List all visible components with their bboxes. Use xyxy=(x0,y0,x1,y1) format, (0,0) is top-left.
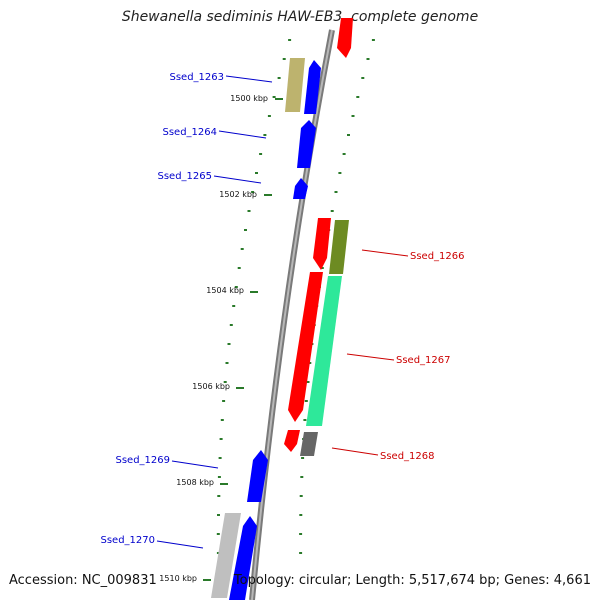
gene-arrow-reverse xyxy=(337,18,353,58)
cds-box xyxy=(285,58,305,112)
label-leader-line xyxy=(218,130,267,139)
gene-arrow-forward xyxy=(297,120,316,168)
gene-label-ssed-1266: Ssed_1266 xyxy=(410,251,465,262)
cds-box xyxy=(306,276,342,426)
ruler-label: 1508 kbp xyxy=(176,478,214,487)
label-leader-line xyxy=(213,175,262,184)
gene-label-ssed-1264: Ssed_1264 xyxy=(162,127,217,138)
feature-tracks xyxy=(211,18,353,600)
ruler-label: 1500 kbp xyxy=(230,94,268,103)
gene-arrow-forward xyxy=(247,450,268,502)
gene-arrow-forward xyxy=(293,178,308,199)
genome-summary-text: Topology: circular; Length: 5,517,674 bp… xyxy=(233,573,591,588)
map-title: Shewanella sediminis HAW-EB3, complete g… xyxy=(121,9,479,25)
label-leader-line xyxy=(331,447,379,456)
ruler-ticks-inner xyxy=(216,39,292,554)
gene-label-ssed-1270: Ssed_1270 xyxy=(100,535,155,546)
ruler-label: 1502 kbp xyxy=(219,190,257,199)
gene-arrow-forward xyxy=(304,60,321,114)
label-leader-line xyxy=(156,540,204,549)
accession-text: Accession: NC_009831 xyxy=(9,573,157,588)
label-leader-line xyxy=(225,75,273,83)
genome-backbone xyxy=(249,29,335,600)
gene-arrow-forward xyxy=(229,516,257,600)
label-leader-line xyxy=(171,460,219,469)
gene-label-ssed-1269: Ssed_1269 xyxy=(115,455,170,466)
label-leader-line xyxy=(361,249,409,257)
gene-label-ssed-1267: Ssed_1267 xyxy=(396,355,451,366)
ruler-label: 1504 kbp xyxy=(206,286,244,295)
ruler-labels: 1500 kbp 1502 kbp 1504 kbp 1506 kbp 1508… xyxy=(159,94,268,583)
cds-box xyxy=(300,432,318,456)
label-leader-line xyxy=(346,353,395,361)
gene-label-ssed-1268: Ssed_1268 xyxy=(380,451,435,462)
gene-label-ssed-1263: Ssed_1263 xyxy=(169,72,224,83)
genome-backbone-highlight xyxy=(251,29,333,600)
gene-arrow-reverse xyxy=(313,218,331,270)
gene-label-ssed-1265: Ssed_1265 xyxy=(157,171,212,182)
ruler-label: 1510 kbp xyxy=(159,574,197,583)
ruler-label: 1506 kbp xyxy=(192,382,230,391)
gene-labels: Ssed_1263 Ssed_1264 Ssed_1265 Ssed_1266 … xyxy=(100,72,465,549)
cds-box xyxy=(211,513,241,598)
cds-box xyxy=(329,220,349,274)
ruler-major-ticks xyxy=(203,98,283,581)
gene-arrow-reverse xyxy=(284,430,300,452)
gene-arrow-reverse xyxy=(288,272,323,422)
